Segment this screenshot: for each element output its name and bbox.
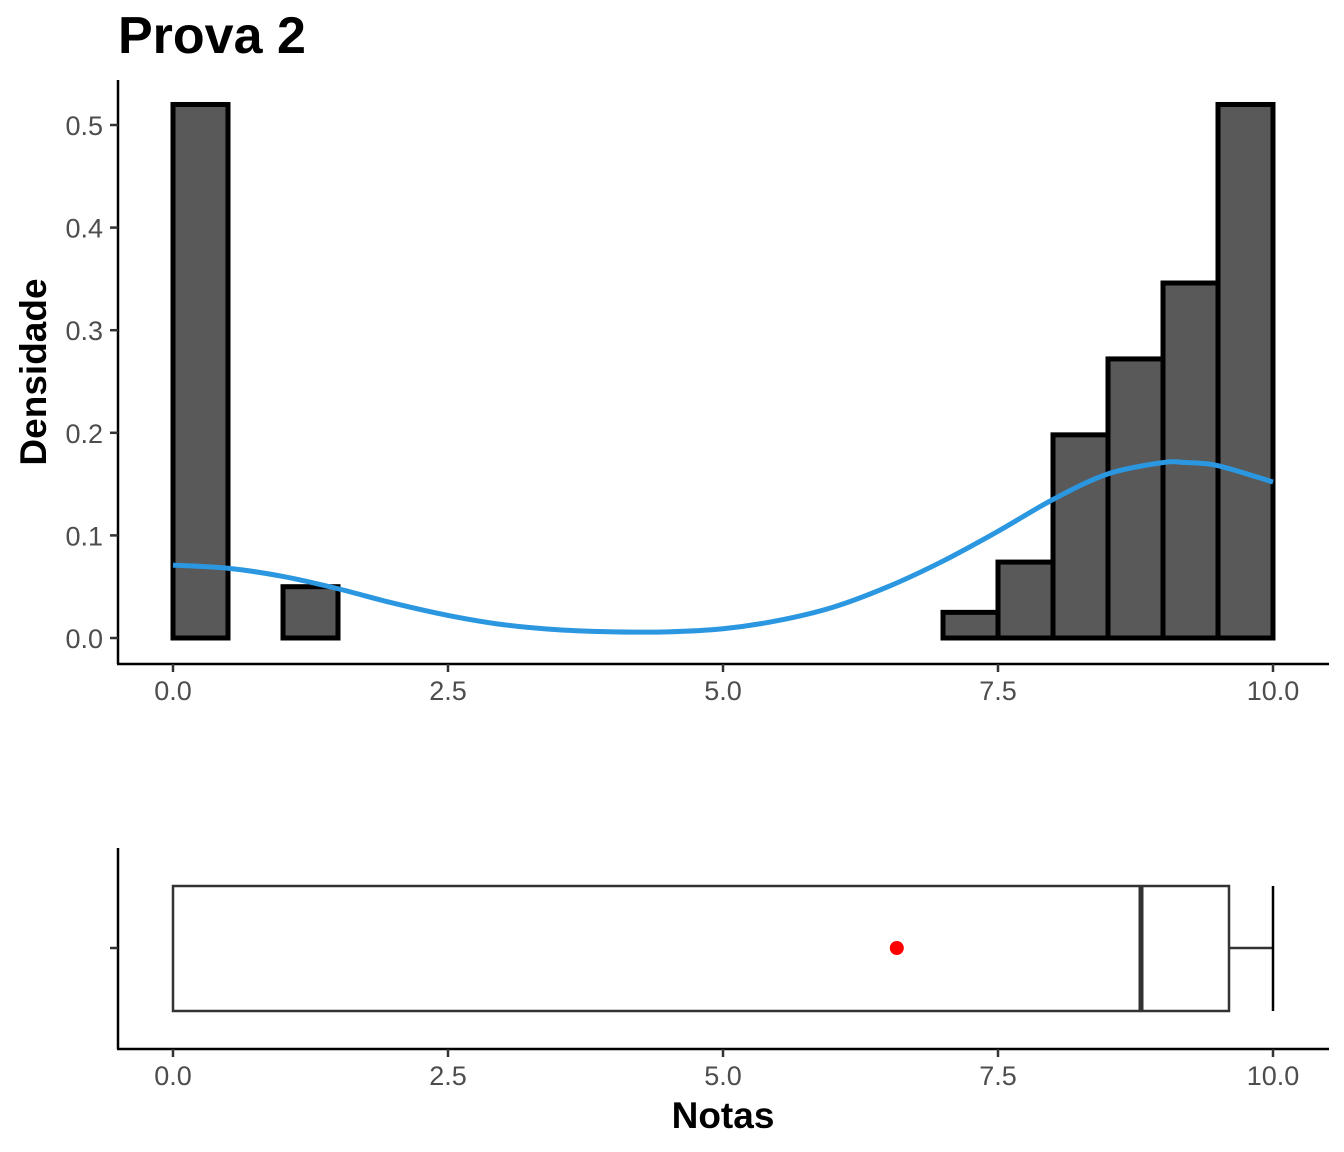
histogram-bar-15 <box>995 559 1056 641</box>
density-curve <box>172 459 1274 635</box>
histogram-bars <box>170 101 1276 641</box>
y-axis-title: Densidade <box>13 278 54 465</box>
x-tick-label: 10.0 <box>1247 676 1300 706</box>
boxplot <box>171 884 1275 1013</box>
box-iqr <box>171 884 1231 1013</box>
x-axis-title: Notas <box>672 1095 775 1136</box>
histogram-axes: 0.0 0.1 0.2 0.3 0.4 0.5 0.0 2.5 5.0 7.5 10.0 <box>65 80 1329 706</box>
histogram-bar-19 <box>1215 101 1276 641</box>
histogram-bar-2 <box>280 584 341 641</box>
x-tick-label: 5.0 <box>704 676 742 706</box>
histogram-bar-16 <box>1050 432 1111 641</box>
histogram-bar-14 <box>940 609 1001 641</box>
box-mean-point <box>889 941 904 955</box>
x-tick-label: 7.5 <box>979 676 1017 706</box>
y-tick-label: 0.0 <box>65 624 103 654</box>
y-tick-label: 0.5 <box>65 111 103 141</box>
box-x-tick-label: 7.5 <box>979 1061 1017 1091</box>
box-x-tick-label: 10.0 <box>1247 1061 1300 1091</box>
x-tick-label: 2.5 <box>429 676 467 706</box>
histogram-bar-0 <box>170 101 231 641</box>
y-tick-label: 0.4 <box>65 214 103 244</box>
y-tick-label: 0.2 <box>65 419 103 449</box>
histogram-bar-17 <box>1105 356 1166 641</box>
chart-title: Prova 2 <box>118 7 306 65</box>
box-x-tick-label: 5.0 <box>704 1061 742 1091</box>
box-x-tick-label: 0.0 <box>154 1061 192 1091</box>
boxplot-axes: 0.0 2.5 5.0 7.5 10.0 <box>110 848 1329 1091</box>
y-tick-label: 0.3 <box>65 316 103 346</box>
y-tick-label: 0.1 <box>65 521 103 551</box>
x-tick-label: 0.0 <box>154 676 192 706</box>
box-x-tick-label: 2.5 <box>429 1061 467 1091</box>
